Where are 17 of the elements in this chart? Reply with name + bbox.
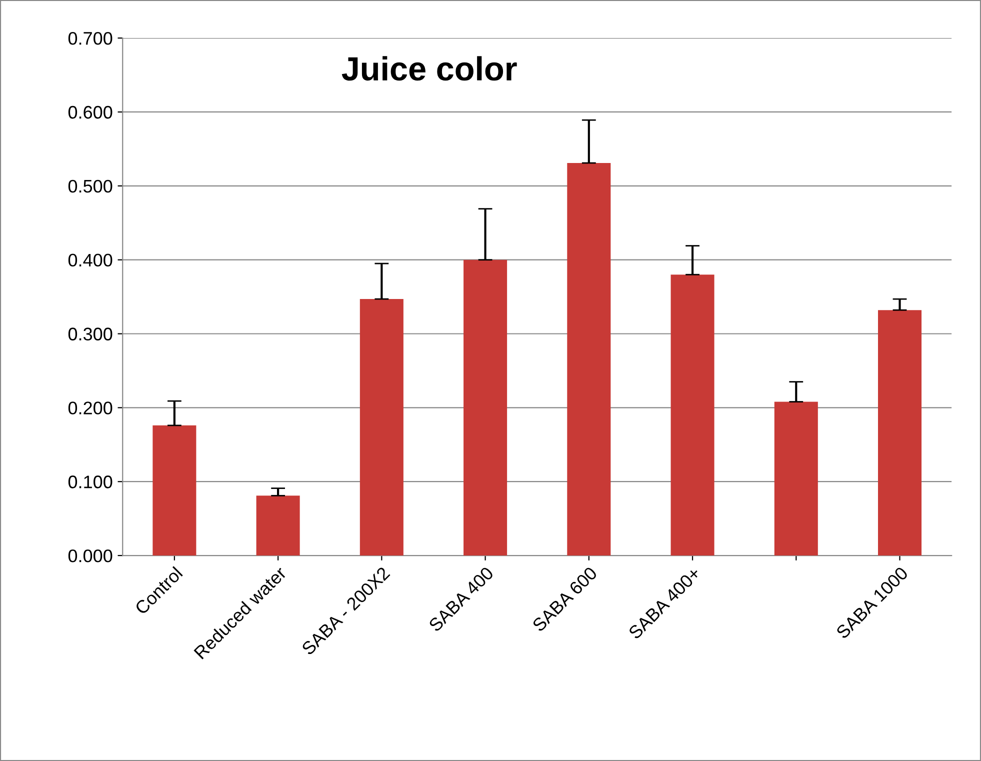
- y-tick-label: 0.400: [68, 254, 112, 267]
- y-tick-label: 0.000: [68, 549, 112, 562]
- bar: [878, 310, 922, 556]
- bar: [670, 274, 714, 556]
- bar: [567, 162, 611, 556]
- y-tick-label: 0.300: [68, 328, 112, 340]
- bar: [360, 299, 404, 556]
- y-tick-label: 0.700: [68, 32, 112, 45]
- bar: [256, 496, 300, 556]
- y-tick-label: 0.200: [68, 402, 112, 414]
- y-tick-label: 0.500: [68, 180, 112, 193]
- bar: [152, 425, 196, 556]
- y-tick-label: 0.600: [68, 106, 112, 119]
- bar: [464, 260, 508, 556]
- y-tick-label: 0.100: [68, 476, 112, 488]
- bar: [774, 402, 818, 556]
- chart-title: Juice color: [342, 56, 517, 81]
